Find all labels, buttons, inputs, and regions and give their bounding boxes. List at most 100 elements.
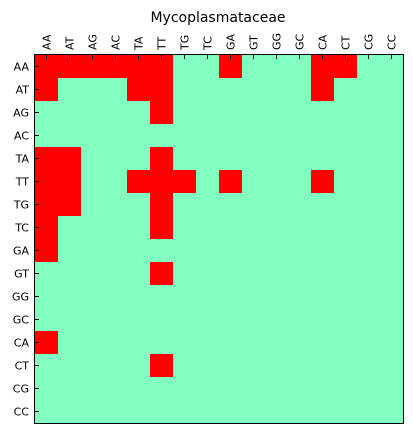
heatmap-cell-TC-AC bbox=[104, 216, 128, 240]
y-axis-ticks: AA AT AG AC TA TT TG TC GA GT GG GC CA CT CG CC bbox=[12, 61, 39, 419]
heatmap-cell-CA-GG bbox=[265, 331, 289, 355]
heatmap-cell-TG-AG bbox=[81, 193, 105, 217]
heatmap-cell-TT-GC bbox=[288, 170, 312, 194]
heatmap-cell-TT-TA bbox=[127, 170, 151, 194]
heatmap-cell-AC-TG bbox=[173, 124, 197, 148]
y-tick-label: AG bbox=[13, 107, 29, 120]
heatmap-cell-GA-CG bbox=[357, 239, 381, 263]
heatmap-cell-AA-TC bbox=[196, 55, 220, 79]
heatmap-cell-GG-CG bbox=[357, 285, 381, 309]
heatmap-cell-TC-TA bbox=[127, 216, 151, 240]
y-tick-label: CA bbox=[14, 337, 30, 350]
heatmap-cell-CT-GC bbox=[288, 354, 312, 378]
y-tick-label: TC bbox=[14, 222, 29, 235]
heatmap-cell-CC-AA bbox=[35, 400, 59, 424]
y-tick-label: GG bbox=[12, 291, 29, 304]
heatmap-cell-TC-AG bbox=[81, 216, 105, 240]
heatmap-cell-AA-AG bbox=[81, 55, 105, 79]
heatmap-cell-GC-AG bbox=[81, 308, 105, 332]
heatmap-cell-CG-GA bbox=[219, 377, 243, 401]
heatmap-cell-TA-TG bbox=[173, 147, 197, 171]
heatmap-cell-AC-CC bbox=[380, 124, 404, 148]
heatmap-cell-CG-AG bbox=[81, 377, 105, 401]
heatmap-cell-CA-AT bbox=[58, 331, 82, 355]
x-tick-label: AT bbox=[64, 36, 77, 50]
heatmap-cell-TC-CC bbox=[380, 216, 404, 240]
heatmap-cell-GC-TT bbox=[150, 308, 174, 332]
heatmap-cell-CA-GC bbox=[288, 331, 312, 355]
heatmap-cell-GC-GC bbox=[288, 308, 312, 332]
heatmap-cell-GT-TG bbox=[173, 262, 197, 286]
heatmap-cell-AG-AT bbox=[58, 101, 82, 125]
heatmap-cell-TC-GT bbox=[242, 216, 266, 240]
y-tick-label: TG bbox=[13, 199, 29, 212]
heatmap-cell-AT-AT bbox=[58, 78, 82, 102]
heatmap-cell-TT-TG bbox=[173, 170, 197, 194]
heatmap-cell-GA-GC bbox=[288, 239, 312, 263]
x-tick-label: GG bbox=[271, 33, 284, 50]
heatmap-cell-TA-TT bbox=[150, 147, 174, 171]
heatmap-cell-TT-CT bbox=[334, 170, 358, 194]
heatmap-cell-TT-CG bbox=[357, 170, 381, 194]
heatmap-cell-TC-AT bbox=[58, 216, 82, 240]
heatmap-cell-CC-GC bbox=[288, 400, 312, 424]
heatmap-cell-CA-GT bbox=[242, 331, 266, 355]
heatmap-cell-TT-CA bbox=[311, 170, 335, 194]
heatmap-cell-TC-TG bbox=[173, 216, 197, 240]
heatmap-cell-CG-AA bbox=[35, 377, 59, 401]
heatmap-cell-TA-AA bbox=[35, 147, 59, 171]
x-tick-label: GA bbox=[225, 33, 238, 50]
heatmap-cell-GG-TT bbox=[150, 285, 174, 309]
heatmap-cell-TA-TC bbox=[196, 147, 220, 171]
heatmap-cell-GA-GA bbox=[219, 239, 243, 263]
heatmap-cell-AG-GG bbox=[265, 101, 289, 125]
heatmap-cell-TT-AG bbox=[81, 170, 105, 194]
heatmap-cell-AC-TT bbox=[150, 124, 174, 148]
y-tick-label: TT bbox=[15, 176, 30, 189]
heatmap-cell-CT-AT bbox=[58, 354, 82, 378]
heatmap-cell-TT-GT bbox=[242, 170, 266, 194]
heatmap-cell-AT-GT bbox=[242, 78, 266, 102]
heatmap-cell-CC-CG bbox=[357, 400, 381, 424]
heatmap-cell-GT-AT bbox=[58, 262, 82, 286]
heatmap-cell-CA-CA bbox=[311, 331, 335, 355]
heatmap-cell-GA-CC bbox=[380, 239, 404, 263]
heatmap-cell-GA-GT bbox=[242, 239, 266, 263]
heatmap-cell-CT-AA bbox=[35, 354, 59, 378]
heatmap-cell-AT-CG bbox=[357, 78, 381, 102]
heatmap-cell-CC-CC bbox=[380, 400, 404, 424]
x-tick-label: CC bbox=[386, 34, 399, 50]
heatmap-cell-GG-GA bbox=[219, 285, 243, 309]
heatmap-cell-AA-TG bbox=[173, 55, 197, 79]
heatmap-cell-TA-AG bbox=[81, 147, 105, 171]
heatmap-cell-AT-TC bbox=[196, 78, 220, 102]
heatmap-cell-GA-AT bbox=[58, 239, 82, 263]
heatmap-cell-AA-AC bbox=[104, 55, 128, 79]
heatmap-cell-CG-CG bbox=[357, 377, 381, 401]
heatmap-cell-GC-AT bbox=[58, 308, 82, 332]
heatmap-cell-GG-GG bbox=[265, 285, 289, 309]
x-tick-label: GT bbox=[248, 35, 261, 50]
heatmap-cell-CT-CC bbox=[380, 354, 404, 378]
heatmap-cell-AT-AG bbox=[81, 78, 105, 102]
heatmap-cell-GT-GC bbox=[288, 262, 312, 286]
heatmap-cell-AG-GC bbox=[288, 101, 312, 125]
heatmap-cell-TA-CG bbox=[357, 147, 381, 171]
heatmap-cell-TC-CG bbox=[357, 216, 381, 240]
heatmap-cell-GT-CA bbox=[311, 262, 335, 286]
heatmap-cell-CC-TG bbox=[173, 400, 197, 424]
heatmap-cell-GG-TC bbox=[196, 285, 220, 309]
x-tick-label: TA bbox=[133, 36, 146, 51]
heatmap-cell-AG-CC bbox=[380, 101, 404, 125]
chart-title: Mycoplasmataceae bbox=[150, 10, 285, 26]
heatmap-cell-GC-AA bbox=[35, 308, 59, 332]
heatmap-cell-TT-GA bbox=[219, 170, 243, 194]
heatmap-cells bbox=[35, 55, 404, 424]
heatmap-cell-CA-AC bbox=[104, 331, 128, 355]
heatmap-cell-AA-CA bbox=[311, 55, 335, 79]
heatmap-cell-GT-CG bbox=[357, 262, 381, 286]
heatmap-cell-GA-CT bbox=[334, 239, 358, 263]
x-tick-label: TG bbox=[179, 35, 192, 51]
heatmap-cell-TG-TT bbox=[150, 193, 174, 217]
heatmap-cell-CG-GT bbox=[242, 377, 266, 401]
